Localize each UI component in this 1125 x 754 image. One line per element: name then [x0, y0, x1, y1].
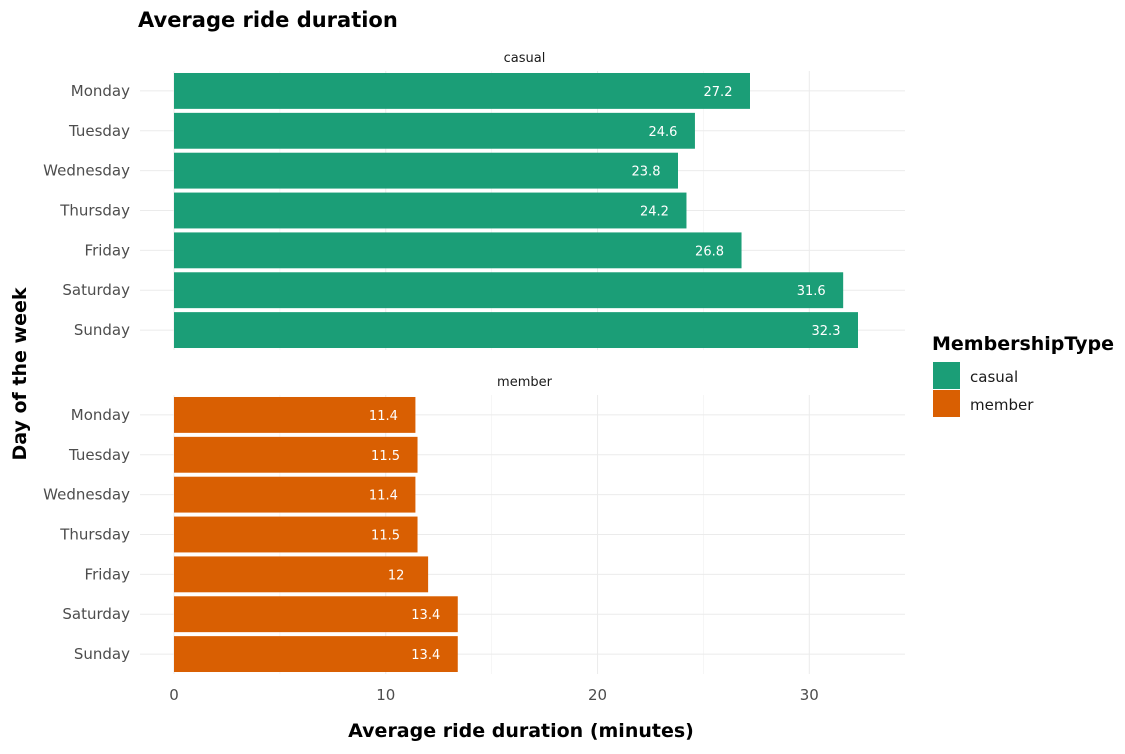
x-tick-label: 0	[169, 686, 179, 704]
bar-value-label: 13.4	[411, 608, 440, 623]
bar-value-label: 26.8	[695, 244, 724, 259]
bar-member-monday	[174, 396, 416, 433]
bar-member-tuesday	[174, 436, 418, 473]
bar-value-label: 32.3	[812, 324, 841, 339]
bar-member-wednesday	[174, 476, 416, 513]
bar-casual-saturday	[174, 272, 844, 309]
x-tick-label: 30	[800, 686, 819, 704]
bar-value-label: 11.4	[369, 489, 398, 504]
bar-member-sunday	[174, 636, 458, 673]
bar-member-saturday	[174, 596, 458, 633]
legend-title: MembershipType	[932, 333, 1114, 355]
bar-casual-wednesday	[174, 152, 678, 189]
bar-casual-tuesday	[174, 112, 695, 149]
bar-value-label: 11.4	[369, 409, 398, 424]
y-tick-label: Friday	[85, 241, 131, 259]
y-tick-label: Tuesday	[68, 122, 130, 140]
facet-strip-label: casual	[504, 51, 546, 66]
x-tick-labels: 0 10 20 30	[169, 686, 819, 704]
y-tick-label: Saturday	[62, 605, 130, 623]
bar-casual-friday	[174, 232, 742, 269]
y-tick-label: Monday	[71, 82, 130, 100]
bar-member-friday	[174, 556, 429, 593]
chart-title: Average ride duration	[138, 8, 398, 32]
legend-swatch-member	[933, 390, 960, 417]
y-tick-label: Monday	[71, 406, 130, 424]
bar-value-label: 11.5	[371, 529, 400, 544]
y-tick-label: Thursday	[59, 526, 130, 544]
bar-casual-monday	[174, 72, 750, 109]
y-axis-label: Day of the week	[9, 287, 31, 460]
legend: casual member	[933, 362, 1034, 417]
bar-value-label: 31.6	[797, 284, 826, 299]
bar-value-label: 12	[388, 568, 405, 583]
x-axis-label: Average ride duration (minutes)	[348, 720, 694, 742]
legend-label-casual: casual	[970, 368, 1018, 386]
x-tick-label: 10	[376, 686, 395, 704]
x-tick-label: 20	[588, 686, 607, 704]
bar-casual-thursday	[174, 192, 687, 229]
y-tick-label: Sunday	[74, 321, 130, 339]
panel-casual: casual 27.2 Monday 24.6 Tuesday 23.8 Wednesday…	[43, 51, 905, 350]
panel-member: member 11.4 Monday 11.5 Tuesday 11.4 Wednesday…	[43, 375, 905, 674]
bar-value-label: 24.6	[648, 125, 677, 140]
y-tick-label: Wednesday	[43, 162, 130, 180]
bar-casual-sunday	[174, 312, 858, 349]
y-tick-label: Friday	[85, 565, 131, 583]
y-tick-label: Thursday	[59, 202, 130, 220]
facet-strip-label: member	[497, 375, 553, 390]
bar-value-label: 24.2	[640, 205, 669, 220]
bar-value-label: 11.5	[371, 449, 400, 464]
y-tick-label: Wednesday	[43, 486, 130, 504]
y-tick-label: Tuesday	[68, 446, 130, 464]
y-tick-label: Saturday	[62, 281, 130, 299]
facet-panels: casual 27.2 Monday 24.6 Tuesday 23.8 Wednesday…	[43, 51, 905, 674]
bar-value-label: 27.2	[704, 85, 733, 100]
bar-value-label: 23.8	[632, 165, 661, 180]
legend-label-member: member	[970, 396, 1034, 414]
bar-member-thursday	[174, 516, 418, 553]
y-tick-label: Sunday	[74, 645, 130, 663]
bar-value-label: 13.4	[411, 648, 440, 663]
legend-swatch-casual	[933, 362, 960, 389]
